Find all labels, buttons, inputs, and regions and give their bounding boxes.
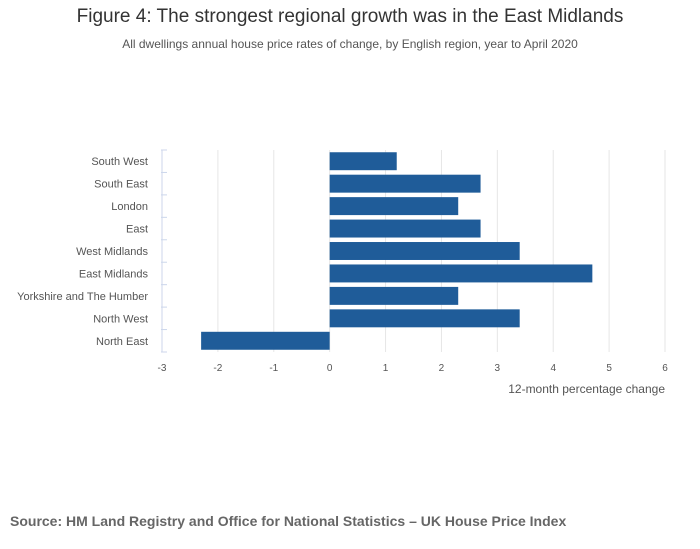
category-label: West Midlands — [76, 246, 148, 258]
category-label: South West — [91, 156, 148, 168]
x-tick-label: 4 — [550, 363, 556, 374]
category-label: East — [126, 224, 148, 236]
bars — [201, 152, 593, 350]
bar — [329, 264, 593, 283]
bar — [329, 174, 481, 193]
x-tick-label: 2 — [439, 363, 445, 374]
x-tick-label: 0 — [327, 363, 333, 374]
category-labels: South West South East London East West Midla… — [17, 156, 148, 348]
x-tick-label: -3 — [158, 363, 167, 374]
chart-subtitle: All dwellings annual house price rates o… — [122, 37, 578, 51]
category-label: South East — [94, 179, 148, 191]
x-tick-label: 3 — [495, 363, 501, 374]
bar-chart: South West South East London East West Midla… — [17, 149, 669, 396]
bar — [329, 286, 459, 305]
bar — [329, 152, 397, 171]
category-label: East Midlands — [79, 268, 149, 280]
y-axis — [161, 149, 167, 353]
bar — [329, 309, 520, 328]
bar — [329, 242, 520, 260]
source-note: Source: HM Land Registry and Office for … — [10, 513, 567, 529]
bar — [329, 197, 459, 216]
x-tick-labels: -3 -2 -1 0 1 2 3 4 5 6 — [158, 363, 669, 374]
x-tick-label: -1 — [269, 363, 278, 374]
chart-title: Figure 4: The strongest regional growth … — [76, 6, 624, 27]
category-label: North West — [93, 313, 148, 325]
x-tick-label: 1 — [383, 363, 389, 374]
category-label: North East — [96, 336, 148, 348]
x-tick-label: 6 — [662, 363, 668, 374]
x-tick-label: -2 — [213, 363, 222, 374]
x-tick-label: 5 — [606, 363, 612, 374]
category-label: London — [111, 201, 148, 213]
x-axis-title: 12-month percentage change — [508, 382, 665, 396]
category-label: Yorkshire and The Humber — [17, 291, 148, 303]
bar — [329, 219, 481, 238]
bar — [201, 331, 330, 350]
